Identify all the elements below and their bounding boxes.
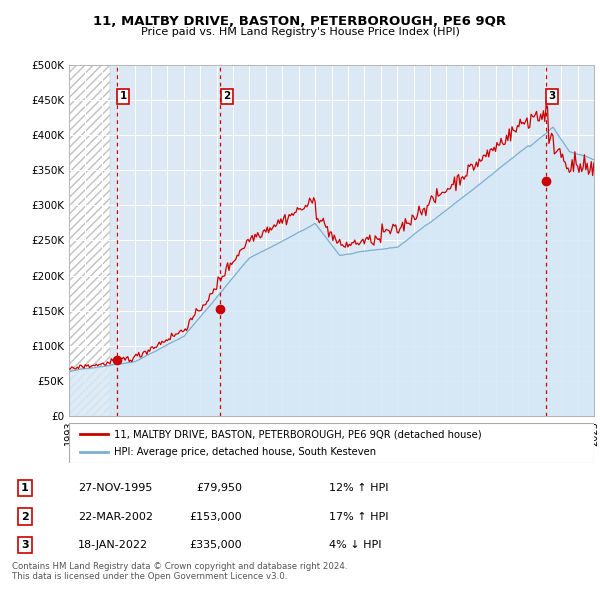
Text: 11, MALTBY DRIVE, BASTON, PETERBOROUGH, PE6 9QR: 11, MALTBY DRIVE, BASTON, PETERBOROUGH, …	[94, 15, 506, 28]
Text: 3: 3	[21, 540, 28, 550]
Text: This data is licensed under the Open Government Licence v3.0.: This data is licensed under the Open Gov…	[12, 572, 287, 581]
Text: 12% ↑ HPI: 12% ↑ HPI	[329, 483, 388, 493]
Text: HPI: Average price, detached house, South Kesteven: HPI: Average price, detached house, Sout…	[113, 447, 376, 457]
Text: £153,000: £153,000	[190, 512, 242, 522]
Text: 3: 3	[548, 91, 556, 101]
Text: 1: 1	[21, 483, 29, 493]
Text: 1: 1	[119, 91, 127, 101]
Text: 2: 2	[21, 512, 29, 522]
Text: 11, MALTBY DRIVE, BASTON, PETERBOROUGH, PE6 9QR (detached house): 11, MALTBY DRIVE, BASTON, PETERBOROUGH, …	[113, 430, 481, 440]
Text: 22-MAR-2002: 22-MAR-2002	[78, 512, 153, 522]
Text: 4% ↓ HPI: 4% ↓ HPI	[329, 540, 382, 550]
Text: 27-NOV-1995: 27-NOV-1995	[78, 483, 152, 493]
Text: 2: 2	[223, 91, 230, 101]
Text: £335,000: £335,000	[190, 540, 242, 550]
Text: 18-JAN-2022: 18-JAN-2022	[78, 540, 148, 550]
Text: £79,950: £79,950	[196, 483, 242, 493]
Text: 17% ↑ HPI: 17% ↑ HPI	[329, 512, 388, 522]
Text: Contains HM Land Registry data © Crown copyright and database right 2024.: Contains HM Land Registry data © Crown c…	[12, 562, 347, 571]
Text: Price paid vs. HM Land Registry's House Price Index (HPI): Price paid vs. HM Land Registry's House …	[140, 27, 460, 37]
